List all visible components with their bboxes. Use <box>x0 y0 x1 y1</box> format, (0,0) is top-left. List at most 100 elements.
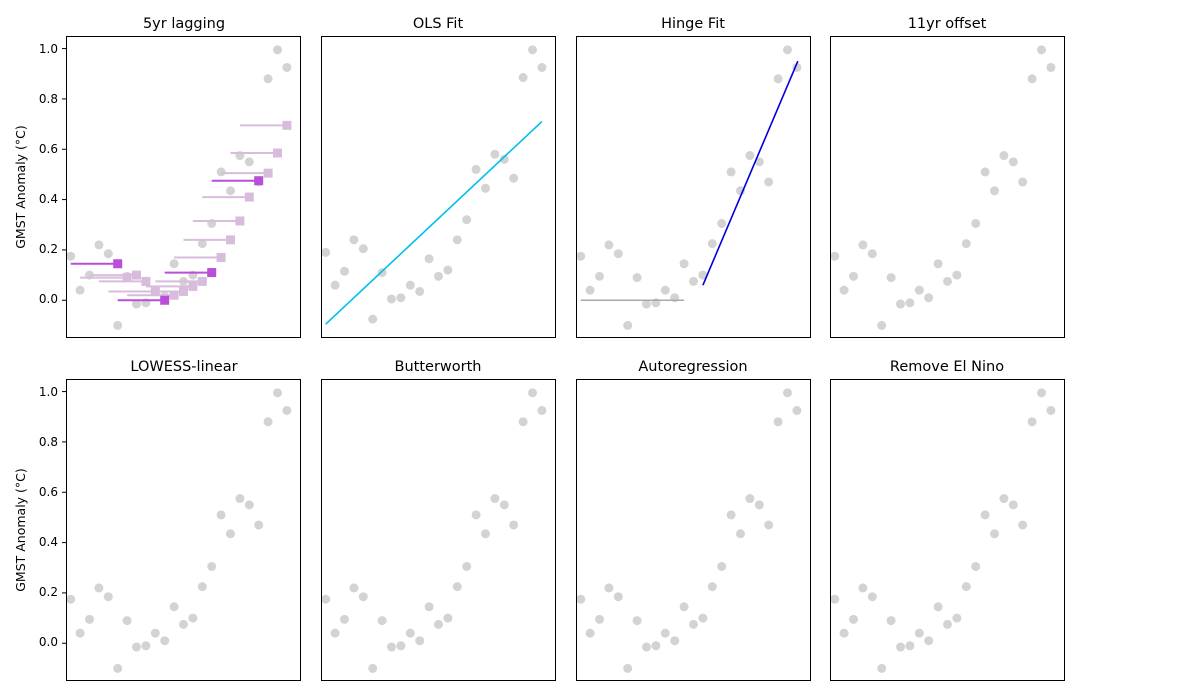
data-point <box>415 286 425 296</box>
data-point <box>254 520 264 530</box>
data-point <box>75 285 85 295</box>
data-point <box>490 149 500 159</box>
data-point <box>726 510 736 520</box>
data-point <box>679 602 689 612</box>
data-point <box>585 285 595 295</box>
lag-mean-marker <box>122 273 132 283</box>
data-point <box>330 280 340 290</box>
data-point <box>424 602 434 612</box>
data-point <box>670 636 680 646</box>
data-point <box>783 45 792 55</box>
data-point <box>349 583 359 593</box>
data-point <box>961 582 971 592</box>
data-point <box>330 628 340 638</box>
data-point <box>340 266 349 276</box>
lag-mean-marker <box>254 176 264 186</box>
data-point <box>698 270 708 280</box>
data-point <box>405 280 415 290</box>
lag-mean-marker <box>207 268 217 278</box>
data-point <box>226 186 235 196</box>
data-point <box>197 239 207 249</box>
data-point <box>66 251 76 261</box>
ols-fit-line <box>325 120 543 325</box>
data-point <box>94 240 104 250</box>
data-point <box>830 594 840 604</box>
lag-mean-marker <box>273 148 282 158</box>
plot-marks <box>66 388 292 673</box>
data-point <box>321 247 331 257</box>
data-point <box>642 642 651 652</box>
data-point <box>576 594 586 604</box>
data-point <box>396 293 406 303</box>
data-point <box>358 244 368 254</box>
panel-title: LOWESS-linear <box>130 359 237 375</box>
data-point <box>867 249 877 259</box>
data-point <box>773 74 783 84</box>
lag-mean-marker <box>197 276 207 286</box>
data-point <box>1008 500 1018 510</box>
data-point <box>499 154 509 164</box>
data-point <box>990 529 999 539</box>
y-tick-label: 0.2 <box>39 585 58 599</box>
data-point <box>971 561 981 571</box>
panel-lowess-linear: LOWESS-linear GMST Anomaly (°C) 0.0 0.2 … <box>13 359 301 681</box>
data-point <box>698 613 708 623</box>
y-tick-label: 0.2 <box>39 242 58 256</box>
plot-frame <box>66 379 301 681</box>
data-point <box>387 642 396 652</box>
data-point <box>1008 157 1018 167</box>
data-point <box>368 314 378 324</box>
data-point <box>471 164 481 174</box>
lag-mean-marker <box>141 276 151 286</box>
data-point <box>150 628 160 638</box>
data-point <box>244 157 254 167</box>
data-point <box>971 218 981 228</box>
data-point <box>933 602 943 612</box>
data-point <box>340 614 349 624</box>
lag-mean-marker <box>282 120 292 130</box>
data-point <box>595 271 604 281</box>
data-point <box>443 265 453 275</box>
data-point <box>764 520 774 530</box>
lag-mean-marker <box>179 286 188 296</box>
data-point <box>244 500 254 510</box>
data-point <box>132 642 141 652</box>
data-point <box>462 561 472 571</box>
data-point <box>980 510 990 520</box>
plot-marks <box>576 388 802 673</box>
data-point <box>179 619 188 629</box>
plot-marks <box>321 45 547 325</box>
plot-marks <box>576 45 802 330</box>
data-point <box>961 239 971 249</box>
data-point <box>415 636 425 646</box>
data-point <box>604 583 614 593</box>
data-point <box>471 510 481 520</box>
data-point <box>1018 520 1028 530</box>
panel-title: 11yr offset <box>908 16 987 32</box>
lag-mean-marker <box>188 281 198 291</box>
data-point <box>499 500 509 510</box>
data-point <box>858 583 868 593</box>
data-point <box>434 271 443 281</box>
panel-5yr-lagging: 5yr lagging GMST Anomaly (°C) 0.0 0.2 0.… <box>13 16 301 338</box>
data-point <box>604 240 614 250</box>
data-point <box>717 218 727 228</box>
data-point <box>273 45 282 55</box>
lag-mean-marker <box>244 192 254 202</box>
data-point <box>980 167 990 177</box>
data-point <box>207 561 217 571</box>
data-point <box>434 619 443 629</box>
data-point <box>886 616 896 626</box>
data-point <box>282 405 292 415</box>
y-tick-label: 0.4 <box>39 535 58 549</box>
data-point <box>94 583 104 593</box>
data-point <box>689 276 698 286</box>
data-point <box>660 285 670 295</box>
panel-remove-el-nino: Remove El Nino <box>830 359 1065 681</box>
data-point <box>113 320 123 330</box>
plot-frame <box>830 379 1065 681</box>
data-point <box>999 494 1009 504</box>
data-point <box>1037 45 1046 55</box>
